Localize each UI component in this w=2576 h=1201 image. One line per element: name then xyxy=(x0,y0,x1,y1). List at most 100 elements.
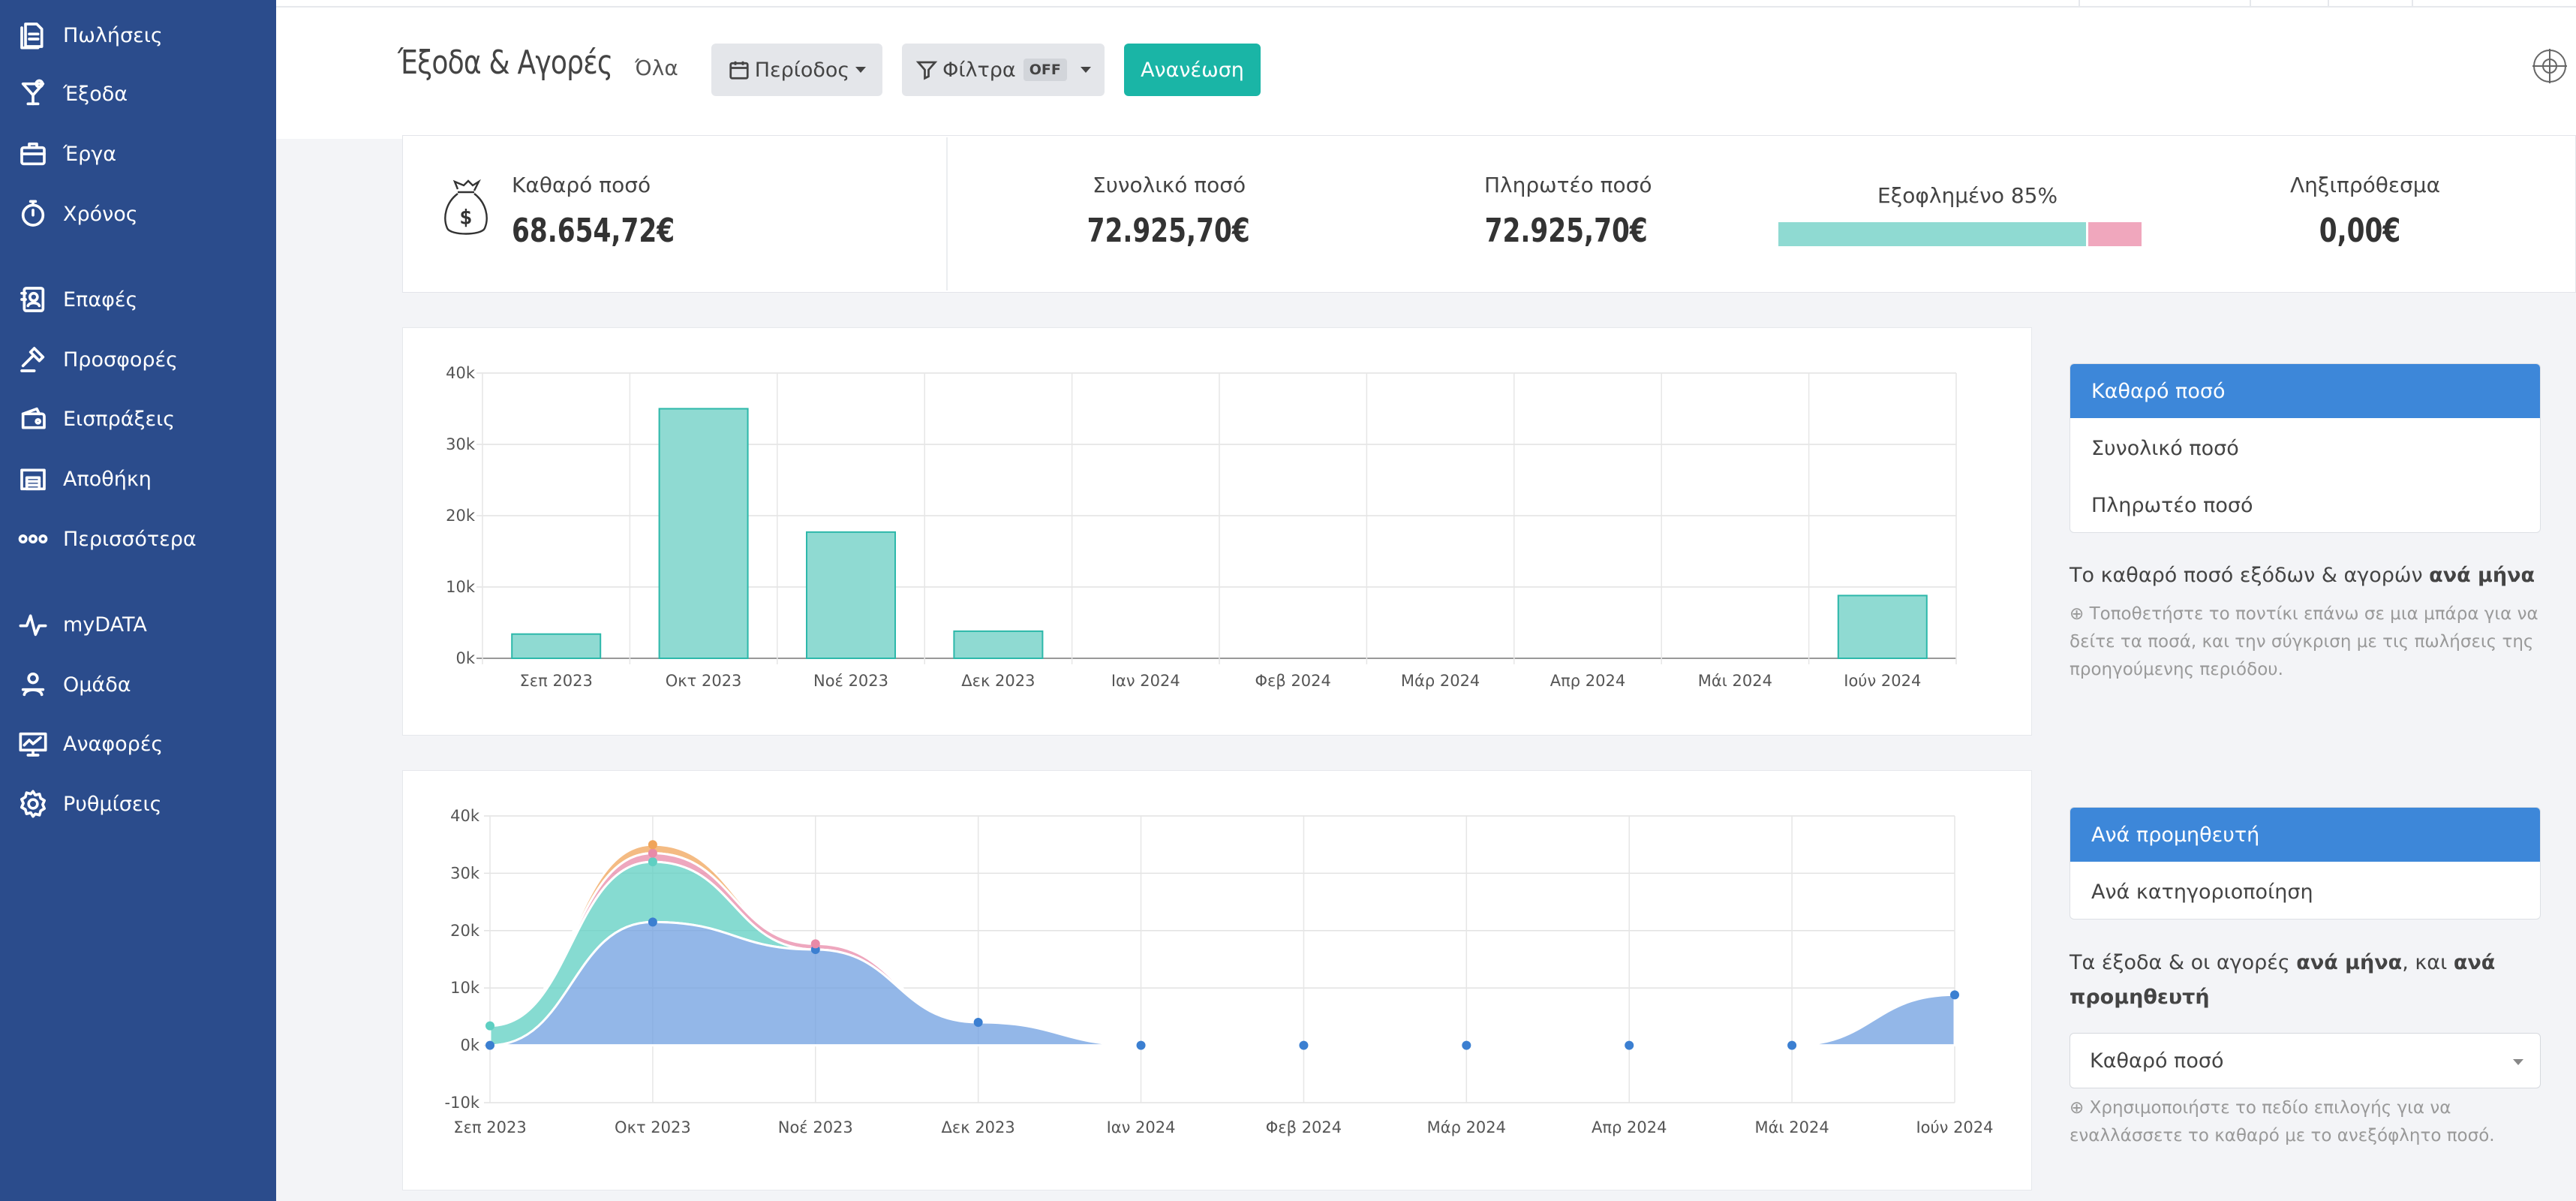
progress-divider xyxy=(2086,222,2089,246)
sidebar-item-10[interactable]: myDATA xyxy=(0,598,276,651)
amount-select-value: Καθαρό ποσό xyxy=(2090,1049,2224,1073)
page-header xyxy=(276,0,2576,139)
amount-select[interactable]: Καθαρό ποσό xyxy=(2070,1033,2541,1088)
svg-text:$: $ xyxy=(460,206,473,229)
area-chart-description: Τα έξοδα & οι αγορές ανά μήνα, και ανά π… xyxy=(2070,946,2550,1015)
x-tick-label: Απρ 2024 xyxy=(1592,1118,1667,1136)
bar-2 xyxy=(658,408,749,659)
cocktail-glass-icon xyxy=(15,76,51,112)
period-button[interactable]: Περίοδος xyxy=(711,44,882,96)
supplier-area-chart: -10k 0k 10k 20k 30k 40k Σεπ 2023 Οκτ 2023 Νοέ 20… xyxy=(445,807,1994,1136)
sidebar-item-label: Έξοδα xyxy=(63,82,128,106)
total-amount-label: Συνολικό ποσό xyxy=(1093,173,1246,197)
description-text: Τα έξοδα & οι αγορές xyxy=(2070,951,2297,974)
briefcase-icon xyxy=(15,136,51,172)
sidebar-item-label: Εισπράξεις xyxy=(63,407,176,431)
x-tick-label: Φεβ 2024 xyxy=(1255,672,1330,690)
header-tab-divider xyxy=(2079,0,2080,8)
contacts-icon xyxy=(15,281,51,318)
tab-by-supplier[interactable]: Ανά προμηθευτή xyxy=(2070,808,2540,862)
bar-chart-panel: 0k 10k 20k 30k 40k Σεπ 2023 Οκτ 2023 Νοέ 2023 Δε… xyxy=(402,327,2032,736)
sidebar-item-1[interactable]: Πωλήσεις xyxy=(0,9,276,62)
data-point xyxy=(485,1021,494,1031)
x-tick-label: Οκτ 2023 xyxy=(615,1118,691,1136)
tab-payable-amount[interactable]: Πληρωτέο ποσό xyxy=(2091,493,2253,517)
filters-state-badge: OFF xyxy=(1023,59,1067,81)
sidebar-item-label: Πωλήσεις xyxy=(63,23,163,47)
sidebar-item-label: Έργα xyxy=(63,142,117,166)
paid-progress-fill xyxy=(1778,222,2088,246)
paid-progress-bar xyxy=(1778,222,2142,246)
x-tick-label: Μάρ 2024 xyxy=(1401,672,1480,690)
x-tick-label: Μάι 2024 xyxy=(1755,1118,1829,1136)
sidebar-item-label: Αποθήκη xyxy=(63,467,152,491)
sidebar-item-12[interactable]: Αναφορές xyxy=(0,718,276,770)
chevron-down-icon xyxy=(855,67,867,73)
sidebar-item-6[interactable]: Προσφορές xyxy=(0,333,276,386)
money-bag-icon: $ xyxy=(441,179,491,240)
y-tick-label: 0k xyxy=(455,649,475,667)
bar-chart-description: Το καθαρό ποσό εξόδων & αγορών ανά μήνα xyxy=(2070,558,2550,593)
x-tick-label: Ιαν 2024 xyxy=(1111,672,1180,690)
sidebar-item-3[interactable]: Έργα xyxy=(0,128,276,180)
y-tick-label: 10k xyxy=(446,578,476,596)
y-tick-label: 30k xyxy=(446,435,476,453)
x-tick-label: Δεκ 2023 xyxy=(961,672,1035,690)
x-tick-label: Νοέ 2023 xyxy=(813,672,888,690)
sidebar-item-label: myDATA xyxy=(63,613,147,637)
header-divider xyxy=(276,6,2576,8)
sidebar-item-13[interactable]: Ρυθμίσεις xyxy=(0,778,276,830)
sidebar-item-9[interactable]: Περισσότερα xyxy=(0,513,276,565)
hint-text: Χρησιμοποιήστε το πεδίο επιλογής για να … xyxy=(2070,1098,2495,1145)
chevron-down-icon xyxy=(1080,67,1091,73)
reports-icon xyxy=(15,726,51,762)
net-amount-label: Καθαρό ποσό xyxy=(512,173,651,197)
sidebar-item-11[interactable]: Ομάδα xyxy=(0,658,276,711)
tab-by-category[interactable]: Ανά κατηγοριοποίηση xyxy=(2091,880,2313,904)
net-amount-value: 68.654,72€ xyxy=(512,212,675,250)
x-tick-label: Οκτ 2023 xyxy=(666,672,742,690)
sidebar-item-5[interactable]: Επαφές xyxy=(0,273,276,326)
refresh-button[interactable]: Ανανέωση xyxy=(1124,44,1261,96)
y-tick-label: 20k xyxy=(446,507,476,525)
y-tick-label: 20k xyxy=(450,922,480,940)
sidebar-item-8[interactable]: Αποθήκη xyxy=(0,453,276,505)
area-chart-hint: ⊕ Χρησιμοποιήστε το πεδίο επιλογής για ν… xyxy=(2070,1094,2550,1150)
filters-button[interactable]: Φίλτρα OFF xyxy=(902,44,1105,96)
sidebar-item-7[interactable]: Εισπράξεις xyxy=(0,393,276,445)
x-tick-label: Ιούν 2024 xyxy=(1916,1118,1993,1136)
data-point xyxy=(648,840,657,850)
y-tick-label: 10k xyxy=(450,979,480,997)
page-title: Έξοδα & Αγορές xyxy=(398,44,613,82)
overdue-value: 0,00€ xyxy=(2319,212,2401,250)
header-tab-divider xyxy=(2328,0,2329,8)
gear-icon xyxy=(15,786,51,822)
more-dots-icon xyxy=(15,521,51,557)
tab-net-amount[interactable]: Καθαρό ποσό xyxy=(2070,364,2540,418)
stopwatch-icon xyxy=(15,196,51,232)
data-point xyxy=(1299,1040,1309,1050)
data-point xyxy=(648,857,657,867)
tab-total-amount[interactable]: Συνολικό ποσό xyxy=(2091,436,2239,460)
crosshair-icon: ⊕ xyxy=(2070,1098,2090,1118)
crosshair-icon[interactable] xyxy=(2530,47,2569,86)
x-tick-label: Νοέ 2023 xyxy=(778,1118,853,1136)
data-point xyxy=(648,917,657,927)
sidebar-item-label: Χρόνος xyxy=(63,202,138,226)
y-tick-label: 40k xyxy=(446,364,476,382)
data-point xyxy=(1787,1040,1797,1050)
y-tick-label: 0k xyxy=(460,1037,479,1055)
sidebar-item-2[interactable]: Έξοδα xyxy=(0,68,276,120)
filter-icon xyxy=(915,59,938,81)
scope-label[interactable]: Όλα xyxy=(635,56,678,80)
bar-1 xyxy=(511,633,602,660)
overdue-label: Ληξιπρόθεσμα xyxy=(2290,173,2441,197)
team-icon xyxy=(15,667,51,703)
description-emphasis: ανά μήνα xyxy=(2296,951,2403,974)
y-tick-label: 40k xyxy=(450,807,480,825)
data-point xyxy=(810,939,820,949)
description-text: Το καθαρό ποσό εξόδων & αγορών xyxy=(2070,564,2430,587)
sidebar-item-label: Προσφορές xyxy=(63,348,178,372)
sidebar-item-4[interactable]: Χρόνος xyxy=(0,188,276,240)
paid-percent-label: Εξοφλημένο 85% xyxy=(1877,183,2058,208)
